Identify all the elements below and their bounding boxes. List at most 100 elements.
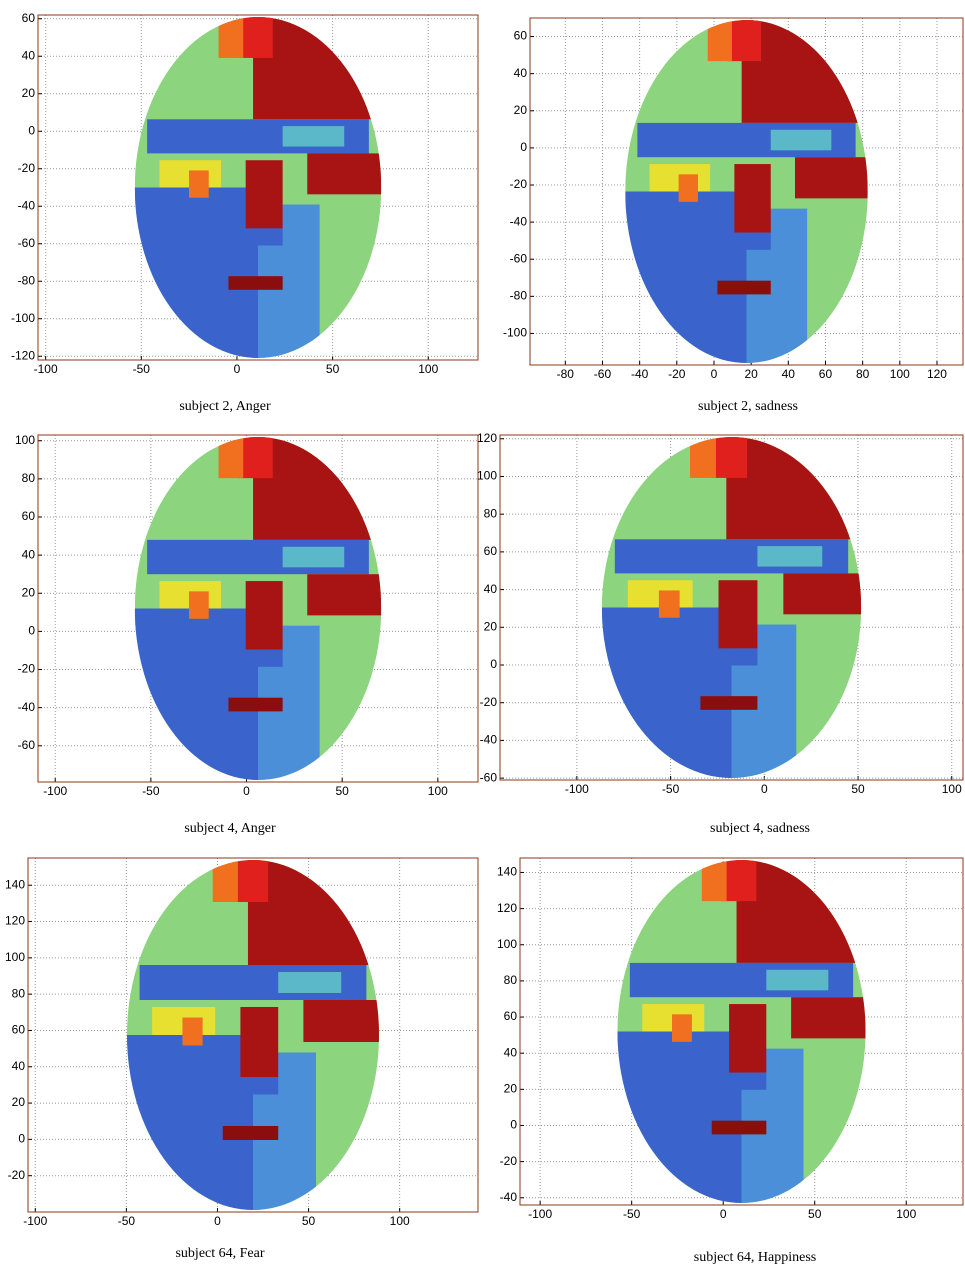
x-tick-label: -40: [631, 367, 649, 381]
y-tick-label: 140: [497, 865, 517, 879]
y-tick-label: -20: [510, 177, 528, 191]
region: [221, 228, 283, 246]
y-tick-label: 60: [514, 29, 528, 43]
y-tick-label: 140: [5, 877, 25, 891]
x-tick-label: -100: [43, 784, 67, 798]
y-tick-label: 60: [22, 509, 36, 523]
region: [189, 170, 209, 198]
region: [134, 187, 258, 358]
x-tick-label: -80: [557, 367, 575, 381]
y-tick-label: 60: [504, 1009, 518, 1023]
face: [601, 437, 862, 778]
x-tick-label: 100: [428, 784, 448, 798]
region: [212, 860, 238, 902]
x-tick-label: 0: [761, 782, 768, 796]
y-tick-label: -40: [500, 1190, 518, 1204]
region: [701, 860, 727, 902]
x-tick-label: 100: [890, 367, 910, 381]
region: [727, 20, 762, 62]
y-tick-label: 120: [497, 901, 517, 915]
region: [711, 1120, 767, 1135]
x-tick-label: 50: [335, 784, 349, 798]
y-tick-label: 40: [504, 1045, 518, 1059]
region: [307, 574, 382, 616]
y-tick-label: -20: [480, 695, 498, 709]
face: [127, 860, 379, 1210]
y-tick-label: 120: [5, 914, 25, 928]
x-tick-label: 20: [744, 367, 758, 381]
region: [232, 860, 269, 902]
x-tick-label: -20: [668, 367, 686, 381]
x-tick-label: -100: [34, 362, 58, 376]
y-tick-label: 80: [22, 471, 36, 485]
y-tick-label: -80: [510, 289, 528, 303]
region: [307, 153, 382, 195]
x-tick-label: -100: [565, 782, 589, 796]
caption: subject 4, Anger: [184, 821, 276, 836]
region: [707, 20, 732, 62]
caption: subject 2, sadness: [698, 399, 798, 414]
y-tick-label: -60: [18, 236, 36, 250]
region: [678, 174, 699, 202]
x-tick-label: 50: [851, 782, 865, 796]
axes-frame: [37, 434, 479, 783]
region: [228, 276, 283, 290]
x-tick-label: 50: [302, 1214, 316, 1228]
y-tick-label: 20: [514, 103, 528, 117]
x-tick-label: 0: [720, 1207, 727, 1221]
x-tick-label: 120: [927, 367, 947, 381]
y-tick-label: 0: [520, 140, 527, 154]
region: [729, 1004, 767, 1073]
y-tick-label: 40: [22, 547, 36, 561]
x-tick-label: 60: [819, 367, 833, 381]
region: [704, 1072, 767, 1090]
region: [127, 1035, 253, 1210]
region: [221, 649, 283, 667]
y-tick-label: 100: [497, 937, 517, 951]
region: [690, 437, 716, 478]
x-tick-label: 0: [711, 367, 718, 381]
y-tick-label: -40: [480, 733, 498, 747]
x-tick-label: 0: [214, 1214, 221, 1228]
region: [240, 1007, 279, 1077]
x-tick-label: 100: [390, 1214, 410, 1228]
region: [134, 608, 258, 780]
y-tick-label: -100: [11, 311, 35, 325]
y-tick-label: 0: [510, 1118, 517, 1132]
panel: -100 -50 0 50 100 -40 -20 0 20 40 60 80 100 120 140 sub…: [497, 857, 964, 1265]
x-tick-label: -100: [528, 1207, 552, 1221]
region: [245, 160, 283, 229]
y-tick-label: 40: [484, 582, 498, 596]
y-tick-label: -120: [11, 348, 35, 362]
region: [238, 437, 273, 479]
y-tick-label: 60: [484, 544, 498, 558]
region: [282, 126, 345, 147]
y-tick-label: -20: [500, 1154, 518, 1168]
y-tick-label: 80: [12, 986, 26, 1000]
y-tick-label: -60: [510, 251, 528, 265]
region: [189, 591, 209, 619]
region: [710, 232, 771, 250]
panel: -100 -50 0 50 100 -20 0 20 40 60 80 100 120 140 subjec…: [5, 857, 479, 1261]
region: [770, 129, 832, 151]
y-tick-label: -40: [18, 198, 36, 212]
y-tick-label: 60: [12, 1023, 26, 1037]
x-tick-label: 0: [243, 784, 250, 798]
region: [625, 191, 747, 363]
y-tick-label: -60: [480, 770, 498, 784]
caption: subject 64, Fear: [175, 1246, 264, 1261]
y-tick-label: -40: [510, 214, 528, 228]
y-tick-label: 80: [504, 973, 518, 987]
axes-frame: [499, 434, 964, 781]
axes-frame: [27, 857, 479, 1213]
x-tick-label: 40: [782, 367, 796, 381]
x-tick-label: -100: [23, 1214, 47, 1228]
y-tick-label: -60: [18, 738, 36, 752]
region: [672, 1014, 692, 1042]
region: [700, 696, 758, 710]
region: [734, 164, 771, 233]
y-tick-label: 40: [22, 48, 36, 62]
region: [282, 546, 345, 568]
region: [215, 1077, 279, 1095]
